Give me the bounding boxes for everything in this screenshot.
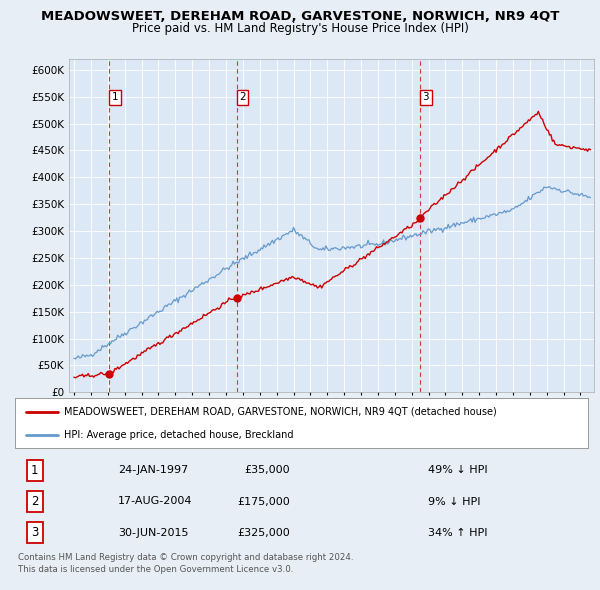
Text: 24-JAN-1997: 24-JAN-1997 bbox=[118, 466, 188, 476]
Text: MEADOWSWEET, DEREHAM ROAD, GARVESTONE, NORWICH, NR9 4QT (detached house): MEADOWSWEET, DEREHAM ROAD, GARVESTONE, N… bbox=[64, 407, 496, 417]
Text: 3: 3 bbox=[31, 526, 38, 539]
Text: 17-AUG-2004: 17-AUG-2004 bbox=[118, 497, 193, 506]
Text: 1: 1 bbox=[112, 93, 118, 102]
Text: £35,000: £35,000 bbox=[244, 466, 290, 476]
Text: Contains HM Land Registry data © Crown copyright and database right 2024.: Contains HM Land Registry data © Crown c… bbox=[18, 553, 353, 562]
Text: £325,000: £325,000 bbox=[237, 527, 290, 537]
Text: £175,000: £175,000 bbox=[237, 497, 290, 506]
Text: 9% ↓ HPI: 9% ↓ HPI bbox=[428, 497, 480, 506]
Text: 2: 2 bbox=[239, 93, 246, 102]
Text: Price paid vs. HM Land Registry's House Price Index (HPI): Price paid vs. HM Land Registry's House … bbox=[131, 22, 469, 35]
Text: 3: 3 bbox=[422, 93, 429, 102]
Text: This data is licensed under the Open Government Licence v3.0.: This data is licensed under the Open Gov… bbox=[18, 565, 293, 573]
Text: 30-JUN-2015: 30-JUN-2015 bbox=[118, 527, 188, 537]
Text: 49% ↓ HPI: 49% ↓ HPI bbox=[428, 466, 487, 476]
Text: 34% ↑ HPI: 34% ↑ HPI bbox=[428, 527, 487, 537]
Text: MEADOWSWEET, DEREHAM ROAD, GARVESTONE, NORWICH, NR9 4QT: MEADOWSWEET, DEREHAM ROAD, GARVESTONE, N… bbox=[41, 10, 559, 23]
Text: 2: 2 bbox=[31, 495, 38, 508]
Text: HPI: Average price, detached house, Breckland: HPI: Average price, detached house, Brec… bbox=[64, 430, 293, 440]
Text: 1: 1 bbox=[31, 464, 38, 477]
